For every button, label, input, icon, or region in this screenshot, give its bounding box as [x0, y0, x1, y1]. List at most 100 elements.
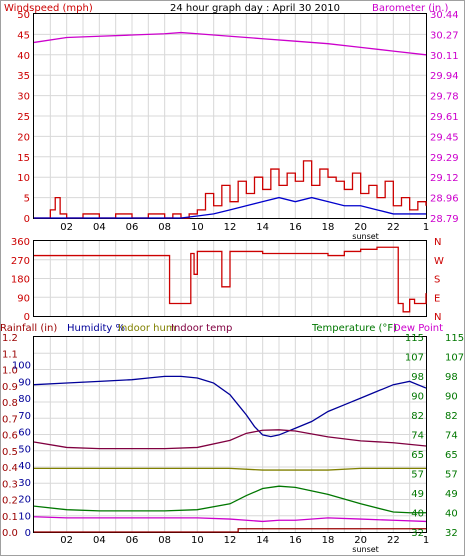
temp-right-y-tick-label: 74	[445, 431, 458, 442]
temp-inner-y-tick-label: 49	[411, 489, 424, 500]
humidity-y-tick-label: 60	[18, 428, 31, 439]
wind-x-tick-label: 16	[289, 222, 302, 233]
sunset-label-climate: sunset	[352, 545, 379, 554]
rainfall-y-tick-label: 1.0	[2, 366, 18, 377]
temp-right-y-tick-label: 115	[445, 333, 464, 344]
wind-dir-y-tick-label: 270	[11, 256, 30, 267]
climate-x-tick-label: 02	[60, 535, 73, 546]
wind-speed-y-tick-label: 15	[17, 153, 30, 164]
rainfall-y-tick-label: 0.7	[2, 414, 18, 425]
rainfall-y-tick-label: 0.9	[2, 382, 18, 393]
temp-inner-y-tick-label: 65	[411, 450, 424, 461]
rainfall-y-tick-label: 1.2	[2, 333, 18, 344]
dew-point-label: Dew Point	[393, 323, 443, 334]
temp-inner-y-tick-label: 57	[411, 470, 424, 481]
humidity-y-tick-label: 70	[18, 411, 31, 422]
temp-right-y-tick-label: 57	[445, 470, 458, 481]
rainfall-y-tick-label: 0.8	[2, 398, 18, 409]
humidity-y-tick-label: 80	[18, 394, 31, 405]
temp-inner-y-tick-label: 82	[411, 411, 424, 422]
wind-x-tick-label: 18	[322, 222, 335, 233]
temp-inner-y-tick-label: 115	[405, 333, 424, 344]
label-layer: 02 04 06 08 10 12 14 16 18 20 22 102 04 06 08 10 12 14 16 1…	[2, 10, 464, 554]
temp-inner-y-tick-label: 98	[411, 372, 424, 383]
avg-wind-series-line	[34, 196, 426, 219]
barometer-y-tick-label: 29.45	[430, 132, 459, 143]
wind-dir-y-tick-label: 0	[24, 312, 30, 323]
indoor-temp-series-line	[33, 429, 427, 450]
wind-dir-y-tick-label: 360	[11, 237, 30, 248]
climate-x-tick-label: 08	[158, 535, 171, 546]
climate-x-tick-label: 14	[256, 535, 269, 546]
wind-speed-y-tick-label: 35	[17, 71, 30, 82]
wind-x-tick-label: 22	[387, 222, 400, 233]
wind-x-tick-label: 12	[224, 222, 237, 233]
rainfall-series-line	[34, 528, 426, 533]
climate-x-tick-label: 1	[423, 535, 429, 546]
barometer-y-tick-label: 30.11	[430, 51, 459, 62]
indoor-hum-label: Indoor hum	[118, 323, 176, 334]
barometer-y-tick-label: 29.61	[430, 112, 459, 123]
graph-title: 24 hour graph day : April 30 2010	[170, 3, 340, 14]
climate-x-tick-label: 06	[126, 535, 139, 546]
barometer-y-tick-label: 28.96	[430, 194, 459, 205]
dew-point-series-line	[33, 516, 427, 523]
windspeed-label: Windspeed (mph)	[4, 3, 93, 14]
humidity-y-tick-label: 0	[25, 528, 31, 539]
temp-right-y-tick-label: 90	[445, 392, 458, 403]
wind-dir-y-tick-label: 90	[17, 293, 30, 304]
wind-speed-y-tick-label: 40	[17, 51, 30, 62]
compass-y-tick-label: S	[434, 275, 440, 286]
rainfall-label: Rainfall (in)	[0, 323, 57, 334]
wind-x-tick-label: 20	[354, 222, 367, 233]
wind-speed-y-tick-label: 5	[24, 194, 30, 205]
climate-x-tick-label: 10	[191, 535, 204, 546]
climate-x-tick-label: 16	[289, 535, 302, 546]
temp-right-y-tick-label: 65	[445, 450, 458, 461]
barometer-y-tick-label: 29.12	[430, 173, 459, 184]
series-layer	[33, 31, 427, 533]
rainfall-y-tick-label: 1.1	[2, 349, 18, 360]
compass-y-tick-label: E	[434, 293, 440, 304]
barometer-y-tick-label: 29.78	[430, 92, 459, 103]
temp-inner-y-tick-label: 90	[411, 392, 424, 403]
temp-right-y-tick-label: 40	[445, 509, 458, 520]
wind-panel-frame	[33, 13, 427, 219]
wind-speed-y-tick-label: 45	[17, 30, 30, 41]
temp-right-y-tick-label: 49	[445, 489, 458, 500]
wind-speed-y-tick-label: 10	[17, 173, 30, 184]
climate-x-tick-label: 20	[354, 535, 367, 546]
temp-right-y-tick-label: 107	[445, 353, 464, 364]
direction-panel-frame	[33, 240, 427, 317]
rainfall-y-tick-label: 0.2	[2, 496, 18, 507]
humidity-y-tick-label: 40	[18, 461, 31, 472]
wind-speed-y-tick-label: 25	[17, 112, 30, 123]
rainfall-y-tick-label: 0.0	[2, 528, 18, 539]
temp-inner-y-tick-label: 107	[405, 353, 424, 364]
barometer-y-tick-label: 30.27	[430, 30, 459, 41]
barometer-y-tick-label: 30.44	[430, 10, 459, 21]
temp-inner-y-tick-label: 74	[411, 431, 424, 442]
temp-right-y-tick-label: 98	[445, 372, 458, 383]
indoor-hum-series-line	[34, 467, 426, 471]
compass-y-tick-label: W	[434, 256, 444, 267]
sunset-label-wind: sunset	[352, 232, 379, 241]
barometer-label: Barometer (in.)	[372, 3, 448, 14]
humidity-y-tick-label: 20	[18, 495, 31, 506]
humidity-series-line	[33, 375, 427, 438]
rainfall-y-tick-label: 0.6	[2, 431, 18, 442]
temp-inner-y-tick-label: 32	[411, 528, 424, 539]
temperature-label: Temperature (°F)	[311, 323, 397, 334]
climate-x-tick-label: 18	[322, 535, 335, 546]
wind-x-tick-label: 1	[423, 222, 429, 233]
wind-x-tick-label: 04	[93, 222, 106, 233]
humidity-y-tick-label: 10	[18, 511, 31, 522]
humidity-y-tick-label: 100	[12, 361, 31, 372]
barometer-y-tick-label: 28.79	[430, 214, 459, 225]
rainfall-y-tick-label: 0.5	[2, 447, 18, 458]
wind-x-tick-label: 08	[158, 222, 171, 233]
climate-x-tick-label: 04	[93, 535, 106, 546]
wind-speed-y-tick-label: 20	[17, 132, 30, 143]
barometer-y-tick-label: 29.94	[430, 71, 459, 82]
